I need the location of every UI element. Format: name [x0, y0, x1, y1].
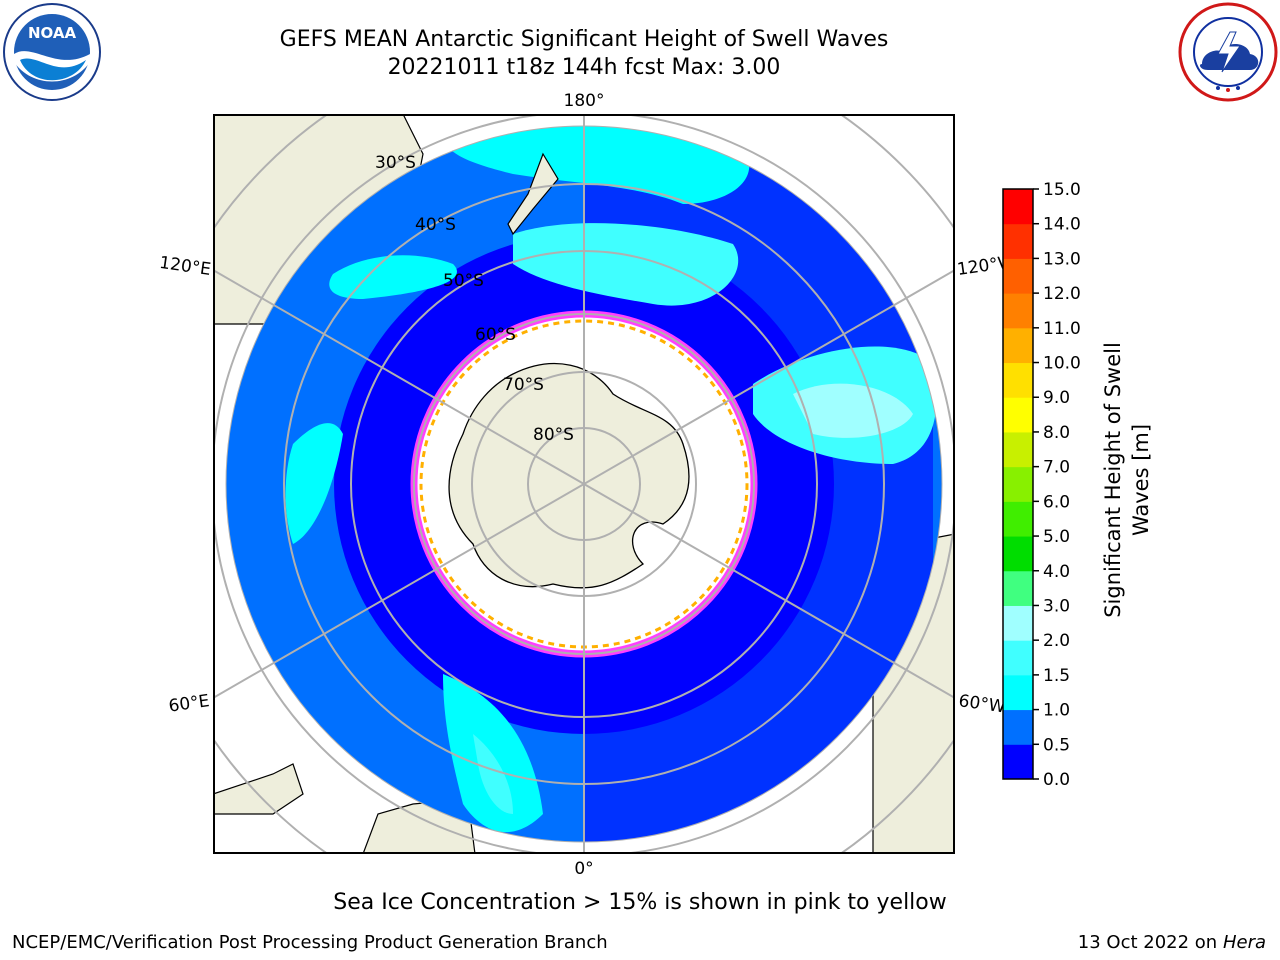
colorbar-tick-label: 9.0: [1043, 388, 1070, 408]
colorbar-segment: [1003, 362, 1033, 398]
noaa-logo-icon: NOAA: [3, 3, 101, 101]
colorbar-tick-label: 1.5: [1043, 666, 1070, 686]
colorbar-segment: [1003, 189, 1033, 225]
footer-organization: NCEP/EMC/Verification Post Processing Pr…: [12, 932, 608, 953]
lat-label-50S: 50°S: [443, 271, 484, 291]
land-africa: [213, 763, 304, 815]
colorbar-segment: [1003, 501, 1033, 537]
colorbar-tick-label: 0.0: [1043, 770, 1070, 790]
colorbar-tick-label: 2.0: [1043, 631, 1070, 651]
chart-subtitle: 20221011 t18z 144h fcst Max: 3.00: [387, 55, 781, 80]
land-new-zealand: [507, 152, 559, 236]
colorbar-tick-label: 8.0: [1043, 423, 1070, 443]
lat-label-70S: 70°S: [503, 375, 544, 395]
sea-ice-note: Sea Ice Concentration > 15% is shown in …: [333, 890, 947, 915]
chart-title: GEFS MEAN Antarctic Significant Height o…: [279, 27, 889, 52]
colorbar-tick-label: 0.5: [1043, 735, 1070, 755]
colorbar-segments: [1003, 189, 1033, 780]
lat-label-40S: 40°S: [415, 215, 456, 235]
colorbar-segment: [1003, 744, 1033, 780]
colorbar-segment: [1003, 605, 1033, 641]
colorbar-tick-label: 11.0: [1043, 319, 1081, 339]
nws-logo-icon: [1178, 2, 1278, 102]
colorbar-segment: [1003, 258, 1033, 294]
lon-label-180: 180°: [564, 91, 605, 111]
colorbar-segment: [1003, 223, 1033, 259]
colorbar-segment: [1003, 570, 1033, 606]
colorbar-tick-label: 12.0: [1043, 284, 1081, 304]
footer-date-text: 13 Oct 2022 on: [1077, 932, 1223, 953]
lat-label-60S: 60°S: [475, 325, 516, 345]
svg-text:NOAA: NOAA: [28, 24, 77, 42]
colorbar-tick-label: 13.0: [1043, 249, 1081, 269]
colorbar-segment: [1003, 709, 1033, 745]
colorbar-tick-label: 1.0: [1043, 701, 1070, 721]
colorbar: 0.0 0.5 1.0 1.5 2.0 3.0 4.0 5.0 6.0 7.0 8.0 9.0 10.0…: [1002, 180, 1081, 790]
colorbar-segment: [1003, 674, 1033, 711]
colorbar-segment: [1003, 466, 1033, 502]
footer-system: Hera: [1222, 932, 1266, 953]
lon-label-120E: 120°E: [158, 253, 212, 280]
colorbar-ticks: 0.0 0.5 1.0 1.5 2.0 3.0 4.0 5.0 6.0 7.0 8.0 9.0 10.0…: [1033, 180, 1081, 790]
colorbar-segment: [1003, 536, 1033, 572]
graticule: [213, 114, 955, 854]
colorbar-tick-label: 5.0: [1043, 527, 1070, 547]
colorbar-segment: [1003, 327, 1033, 364]
lon-label-0: 0°: [574, 859, 593, 879]
footer-date: 13 Oct 2022 on Hera: [1078, 932, 1266, 953]
colorbar-tick-label: 6.0: [1043, 492, 1070, 512]
lat-label-30S: 30°S: [375, 153, 416, 173]
colorbar-segment: [1003, 397, 1033, 433]
colorbar-tick-label: 7.0: [1043, 458, 1070, 478]
colorbar-segment: [1003, 431, 1033, 468]
colorbar-tick-label: 10.0: [1043, 354, 1081, 374]
colorbar-tick-label: 4.0: [1043, 562, 1070, 582]
colorbar-tick-label: 3.0: [1043, 596, 1070, 616]
colorbar-segment: [1003, 293, 1033, 329]
lon-label-60E: 60°E: [167, 691, 210, 716]
colorbar-label-line2: Waves [m]: [1129, 424, 1153, 536]
colorbar-segment: [1003, 640, 1033, 676]
colorbar-label-line1: Significant Height of Swell: [1101, 342, 1125, 618]
lat-label-80S: 80°S: [533, 425, 574, 445]
colorbar-tick-label: 14.0: [1043, 215, 1081, 235]
colorbar-tick-label: 15.0: [1043, 180, 1081, 200]
polar-map: 30°S 40°S 50°S 60°S 70°S 80°S: [213, 114, 955, 854]
